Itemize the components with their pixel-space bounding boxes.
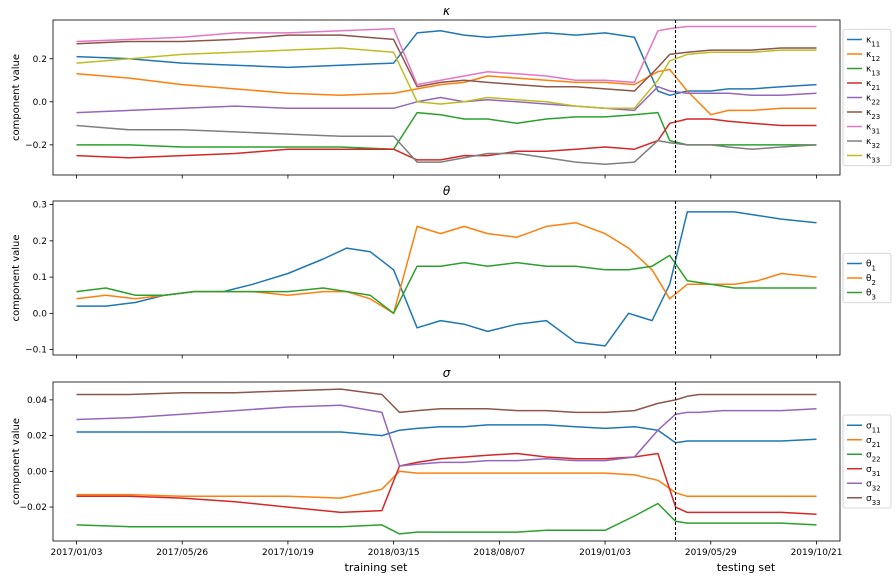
x-tick-label: 2019/05/29 bbox=[685, 548, 737, 558]
series-line-3 bbox=[76, 254, 817, 315]
legend-entry: κ12 bbox=[866, 50, 880, 63]
legend-entry: σ32 bbox=[866, 479, 881, 492]
legend-entry: σ33 bbox=[866, 494, 881, 507]
y-tick-label: 0.00 bbox=[27, 467, 47, 477]
y-tick-label: 0.04 bbox=[27, 396, 47, 406]
legend-entry: σ22 bbox=[866, 450, 881, 463]
y-axis-label: component value bbox=[11, 234, 22, 321]
x-tick-label: 2017/10/19 bbox=[262, 548, 314, 558]
series-line-33 bbox=[76, 388, 817, 414]
series-line-22 bbox=[76, 85, 817, 114]
panel-title: κ bbox=[443, 4, 451, 18]
legend-entry: κ21 bbox=[866, 79, 880, 92]
plot-frame bbox=[52, 200, 841, 356]
series-line-11 bbox=[76, 30, 817, 97]
legend-entry: κ13 bbox=[866, 65, 880, 78]
series-line-31 bbox=[76, 452, 817, 515]
y-tick-label: −0.2 bbox=[25, 141, 47, 151]
y-tick-label: −0.1 bbox=[25, 346, 47, 356]
series-group bbox=[76, 388, 817, 535]
series-line-21 bbox=[76, 470, 817, 499]
x-tick-label: 2017/05/26 bbox=[156, 548, 208, 558]
training-set-label: training set bbox=[345, 561, 409, 574]
y-tick-label: 0.2 bbox=[33, 237, 47, 247]
series-line-22 bbox=[76, 502, 817, 535]
x-tick-label: 2019/01/03 bbox=[579, 548, 631, 558]
series-line-13 bbox=[76, 111, 817, 150]
panel-title: σ bbox=[443, 366, 451, 380]
testing-set-label: testing set bbox=[717, 561, 776, 574]
legend-entry: κ22 bbox=[866, 94, 880, 107]
series-line-21 bbox=[76, 118, 817, 161]
panel-title: θ bbox=[443, 184, 451, 198]
x-tick-label: 2018/08/07 bbox=[473, 548, 525, 558]
y-tick-label: 0.0 bbox=[33, 309, 48, 319]
legend-entry: θ1 bbox=[866, 260, 876, 273]
legend-entry: κ33 bbox=[866, 152, 880, 165]
legend-entry: θ3 bbox=[866, 289, 876, 302]
legend-entry: κ23 bbox=[866, 108, 880, 121]
series-line-32 bbox=[76, 404, 817, 467]
plot-frame bbox=[52, 19, 841, 176]
y-axis-label: component value bbox=[11, 54, 22, 141]
legend-box bbox=[842, 414, 892, 509]
x-tick-label: 2017/01/03 bbox=[51, 548, 103, 558]
legend-entry: κ31 bbox=[866, 123, 880, 136]
x-tick-label: 2018/03/15 bbox=[368, 548, 420, 558]
y-tick-label: 0.3 bbox=[33, 201, 47, 211]
legend-box bbox=[842, 28, 892, 167]
legend-entry: σ31 bbox=[866, 465, 881, 478]
y-tick-label: 0.1 bbox=[33, 273, 47, 283]
series-group bbox=[76, 211, 817, 347]
x-tick-label: 2019/10/21 bbox=[791, 548, 843, 558]
y-tick-label: 0.0 bbox=[33, 98, 48, 108]
legend-entry: κ32 bbox=[866, 137, 880, 150]
y-tick-label: −0.02 bbox=[19, 503, 47, 513]
legend-entry: σ21 bbox=[866, 436, 881, 449]
series-line-32 bbox=[76, 124, 817, 165]
series-line-11 bbox=[76, 424, 817, 444]
y-axis-label: component value bbox=[11, 418, 22, 505]
series-line-12 bbox=[76, 68, 817, 116]
series-line-31 bbox=[76, 25, 817, 86]
plot-frame bbox=[52, 381, 841, 542]
y-tick-label: 0.2 bbox=[33, 55, 47, 65]
legend-entry: σ11 bbox=[866, 421, 881, 434]
y-tick-label: 0.02 bbox=[27, 432, 47, 442]
series-group bbox=[76, 25, 817, 165]
series-line-23 bbox=[76, 34, 817, 92]
legend-entry: θ2 bbox=[866, 274, 876, 287]
legend-entry: κ11 bbox=[866, 36, 880, 49]
legend-box bbox=[842, 252, 892, 304]
series-line-33 bbox=[76, 47, 817, 110]
series-line-2 bbox=[76, 221, 817, 315]
